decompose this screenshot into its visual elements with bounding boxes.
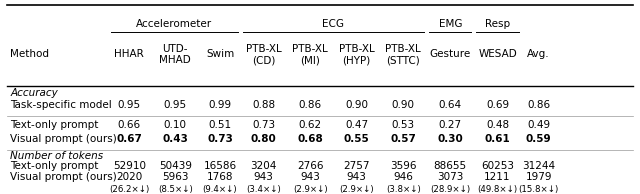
Text: 0.59: 0.59	[526, 134, 552, 144]
Text: 0.88: 0.88	[252, 100, 275, 110]
Text: Gesture: Gesture	[429, 49, 471, 60]
Text: 0.27: 0.27	[438, 120, 462, 130]
Text: Accelerometer: Accelerometer	[136, 19, 212, 29]
Text: 0.30: 0.30	[437, 134, 463, 144]
Text: 60253: 60253	[481, 161, 514, 171]
Text: 0.10: 0.10	[164, 120, 187, 130]
Text: 0.47: 0.47	[345, 120, 368, 130]
Text: 0.86: 0.86	[298, 100, 322, 110]
Text: 2020: 2020	[116, 172, 143, 182]
Text: 0.57: 0.57	[390, 134, 416, 144]
Text: (8.5×↓): (8.5×↓)	[158, 185, 193, 194]
Text: WESAD: WESAD	[478, 49, 517, 60]
Text: Method: Method	[10, 49, 49, 60]
Text: 0.66: 0.66	[118, 120, 141, 130]
Text: Visual prompt (ours): Visual prompt (ours)	[10, 134, 117, 144]
Text: 31244: 31244	[522, 161, 556, 171]
Text: 0.55: 0.55	[344, 134, 369, 144]
Text: 0.62: 0.62	[298, 120, 322, 130]
Text: PTB-XL
(MI): PTB-XL (MI)	[292, 44, 328, 65]
Text: 3073: 3073	[437, 172, 463, 182]
Text: 0.53: 0.53	[392, 120, 415, 130]
Text: 0.95: 0.95	[164, 100, 187, 110]
Text: (26.2×↓): (26.2×↓)	[109, 185, 150, 194]
Text: 0.48: 0.48	[486, 120, 509, 130]
Text: Visual prompt (ours): Visual prompt (ours)	[10, 172, 117, 182]
Text: (2.9×↓): (2.9×↓)	[339, 185, 374, 194]
Text: 0.99: 0.99	[209, 100, 232, 110]
Text: (9.4×↓): (9.4×↓)	[203, 185, 237, 194]
Text: 0.68: 0.68	[297, 134, 323, 144]
Text: 0.80: 0.80	[251, 134, 276, 144]
Text: 943: 943	[347, 172, 367, 182]
Text: 0.90: 0.90	[392, 100, 415, 110]
Text: Resp: Resp	[485, 19, 510, 29]
Text: 88655: 88655	[434, 161, 467, 171]
Text: 0.69: 0.69	[486, 100, 509, 110]
Text: EMG: EMG	[438, 19, 462, 29]
Text: 0.43: 0.43	[163, 134, 188, 144]
Text: Swim: Swim	[206, 49, 234, 60]
Text: (3.8×↓): (3.8×↓)	[386, 185, 420, 194]
Text: 50439: 50439	[159, 161, 192, 171]
Text: Accuracy: Accuracy	[10, 88, 58, 98]
Text: Number of tokens: Number of tokens	[10, 151, 104, 161]
Text: 0.86: 0.86	[527, 100, 550, 110]
Text: (3.4×↓): (3.4×↓)	[246, 185, 281, 194]
Text: ECG: ECG	[323, 19, 344, 29]
Text: 943: 943	[253, 172, 273, 182]
Text: 5963: 5963	[162, 172, 189, 182]
Text: 2766: 2766	[297, 161, 323, 171]
Text: (28.9×↓): (28.9×↓)	[430, 185, 470, 194]
Text: 16586: 16586	[204, 161, 237, 171]
Text: 0.64: 0.64	[438, 100, 462, 110]
Text: 2757: 2757	[344, 161, 370, 171]
Text: 943: 943	[300, 172, 320, 182]
Text: 1211: 1211	[484, 172, 511, 182]
Text: 1979: 1979	[525, 172, 552, 182]
Text: 0.90: 0.90	[345, 100, 368, 110]
Text: 0.51: 0.51	[209, 120, 232, 130]
Text: (49.8×↓): (49.8×↓)	[477, 185, 518, 194]
Text: 3204: 3204	[250, 161, 276, 171]
Text: 0.73: 0.73	[252, 120, 275, 130]
Text: UTD-
MHAD: UTD- MHAD	[159, 44, 191, 65]
Text: PTB-XL
(HYP): PTB-XL (HYP)	[339, 44, 374, 65]
Text: 0.61: 0.61	[484, 134, 511, 144]
Text: Task-specific model: Task-specific model	[10, 100, 112, 110]
Text: Text-only prompt: Text-only prompt	[10, 120, 99, 130]
Text: PTB-XL
(STTC): PTB-XL (STTC)	[385, 44, 421, 65]
Text: HHAR: HHAR	[115, 49, 144, 60]
Text: (2.9×↓): (2.9×↓)	[292, 185, 328, 194]
Text: Avg.: Avg.	[527, 49, 550, 60]
Text: PTB-XL
(CD): PTB-XL (CD)	[246, 44, 282, 65]
Text: 0.49: 0.49	[527, 120, 550, 130]
Text: 1768: 1768	[207, 172, 234, 182]
Text: (15.8×↓): (15.8×↓)	[518, 185, 559, 194]
Text: 0.95: 0.95	[118, 100, 141, 110]
Text: 946: 946	[394, 172, 413, 182]
Text: 0.73: 0.73	[207, 134, 233, 144]
Text: 0.67: 0.67	[116, 134, 142, 144]
Text: 52910: 52910	[113, 161, 146, 171]
Text: 3596: 3596	[390, 161, 417, 171]
Text: Text-only prompt: Text-only prompt	[10, 161, 99, 171]
